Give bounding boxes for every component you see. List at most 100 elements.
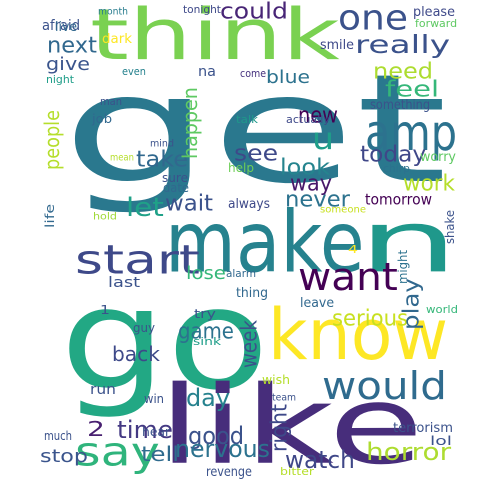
- word-like: like: [158, 362, 424, 489]
- word-time: time: [117, 415, 173, 444]
- word-man: man: [100, 95, 123, 108]
- word-tell: tell: [141, 442, 180, 466]
- word-play: play: [398, 278, 424, 330]
- word-chirp: chirp: [383, 162, 410, 175]
- word-see: see: [234, 140, 279, 166]
- word-mind: mind: [150, 137, 175, 149]
- word-life: life: [42, 203, 57, 228]
- word-live: live: [55, 18, 78, 35]
- word-job: job: [92, 111, 113, 126]
- word-night: night: [46, 73, 75, 86]
- word-bitter: bitter: [280, 465, 315, 478]
- word-need: need: [373, 58, 433, 84]
- word-want: want: [298, 254, 398, 300]
- word-day: day: [186, 383, 230, 412]
- word-wait: wait: [165, 190, 214, 216]
- word-week: week: [236, 320, 262, 368]
- word-know: know: [268, 293, 449, 376]
- word-blue: blue: [266, 66, 311, 88]
- word-please: please: [413, 3, 455, 20]
- word-tonight: tonight: [183, 3, 221, 16]
- word-2: 2: [87, 417, 105, 441]
- word-new: new: [298, 102, 338, 128]
- word-run: run: [90, 380, 116, 398]
- word-something: something: [370, 96, 431, 113]
- word-smile: smile: [320, 36, 354, 53]
- word-alarm: alarm: [226, 267, 257, 280]
- word-much: much: [44, 428, 73, 443]
- word-help: help: [228, 160, 255, 175]
- word-shake: shake: [442, 210, 457, 244]
- word-one: one: [338, 0, 409, 38]
- word-hear: hear: [142, 424, 171, 439]
- word-wish: wish: [262, 372, 291, 387]
- word-start: start: [75, 236, 200, 284]
- word-work: work: [403, 170, 455, 196]
- word-think: think: [90, 0, 340, 76]
- word-hold: hold: [93, 210, 117, 222]
- word-might: might: [395, 249, 410, 284]
- word-horror: horror: [366, 437, 452, 466]
- word-lose: lose: [186, 262, 226, 284]
- word-always: always: [228, 195, 271, 212]
- word-lol: lol: [430, 433, 452, 448]
- word-n: n: [358, 192, 459, 292]
- word-sure: sure: [162, 170, 188, 185]
- word-thing: thing: [236, 284, 269, 301]
- word-watch: watch: [285, 445, 355, 474]
- word-someone: someone: [320, 203, 367, 215]
- word-serious: serious: [332, 305, 409, 331]
- word-win: win: [144, 391, 164, 406]
- word-today: today: [360, 141, 427, 167]
- word-never: never: [285, 186, 350, 212]
- word-way: way: [290, 170, 333, 196]
- word-month: month: [98, 5, 128, 17]
- word-good: good: [188, 421, 245, 450]
- word-try: try: [194, 306, 216, 321]
- word-back: back: [112, 342, 160, 366]
- word-would: would: [322, 363, 447, 409]
- word-tomorrow: tomorrow: [365, 190, 433, 209]
- word-sink: sink: [193, 335, 222, 348]
- word-dark: dark: [102, 30, 132, 47]
- word-na: na: [198, 62, 216, 80]
- word-date: date: [163, 180, 189, 195]
- word-revenge: revenge: [206, 463, 252, 480]
- word-world: world: [426, 303, 459, 316]
- word-talk: talk: [236, 113, 259, 126]
- word-come: come: [240, 67, 267, 80]
- word-worry: worry: [420, 148, 456, 165]
- word-u: u: [312, 121, 335, 157]
- word-feel: feel: [385, 76, 440, 102]
- word-look: look: [280, 154, 331, 180]
- word-leave: leave: [300, 294, 335, 311]
- word-1: 1: [100, 302, 110, 317]
- word-really: really: [355, 29, 451, 59]
- word-say: say: [75, 428, 160, 476]
- word-make: make: [165, 192, 365, 292]
- word-team: team: [272, 391, 297, 403]
- word-even: even: [122, 65, 146, 78]
- word-game: game: [178, 318, 234, 344]
- word-last: last: [108, 273, 141, 291]
- word-get: get: [62, 41, 448, 217]
- word-stop: stop: [40, 445, 88, 467]
- word-nervous: nervous: [175, 434, 270, 463]
- word-next: next: [47, 32, 97, 58]
- word-could: could: [220, 0, 288, 24]
- word-forward: forward: [415, 17, 458, 30]
- word-afraid: afraid: [42, 16, 81, 34]
- word-mean: mean: [110, 151, 134, 163]
- word-right: right: [266, 404, 292, 452]
- word-go: go: [60, 257, 270, 422]
- word-actually: actually: [286, 113, 330, 126]
- word-guy: guy: [133, 320, 156, 335]
- word-terrorism: terrorism: [393, 419, 453, 436]
- word-let: let: [126, 191, 164, 223]
- word-give: give: [46, 53, 90, 75]
- word-people: people: [40, 110, 64, 170]
- word-amp: amp: [365, 103, 458, 162]
- word-take: take: [136, 146, 189, 172]
- word-4: 4: [348, 243, 358, 256]
